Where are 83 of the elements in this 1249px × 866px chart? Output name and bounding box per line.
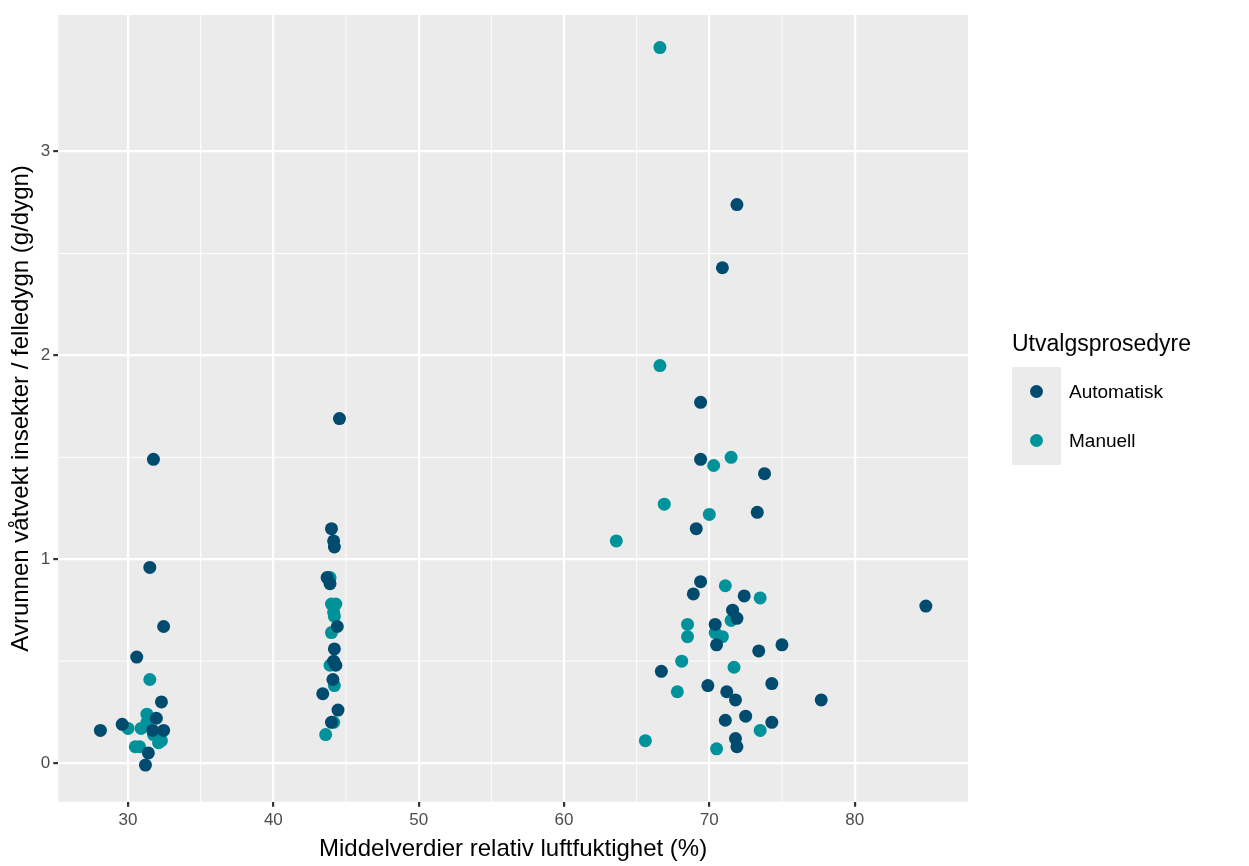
point: [775, 638, 789, 652]
point: [739, 709, 753, 723]
y-tick-label: 0: [40, 752, 51, 772]
point: [143, 560, 157, 574]
y-tick-label: 3: [40, 141, 51, 161]
point: [694, 575, 708, 589]
point: [157, 723, 171, 737]
point: [718, 713, 732, 727]
x-axis-title: Middelverdier relativ luftfuktighet (%): [319, 834, 708, 862]
point: [326, 673, 340, 686]
legend-title: Utvalgsprosedyre: [1012, 330, 1191, 357]
point: [319, 728, 333, 742]
point: [115, 717, 129, 731]
point: [753, 591, 767, 605]
point: [694, 395, 708, 409]
x-tick-label: 40: [263, 809, 283, 829]
point: [715, 261, 729, 275]
x-tick-label: 80: [845, 809, 865, 829]
point: [814, 693, 828, 707]
point: [681, 617, 695, 631]
point: [146, 452, 160, 466]
point: [724, 450, 738, 464]
point: [752, 644, 766, 658]
legend-label: Manuell: [1061, 416, 1148, 465]
point: [681, 630, 695, 644]
y-tick-label: 2: [40, 345, 51, 365]
point: [718, 579, 732, 593]
point: [653, 41, 667, 55]
point: [143, 673, 157, 686]
point: [138, 758, 152, 772]
point: [654, 664, 668, 678]
point: [670, 685, 684, 699]
point: [141, 746, 155, 760]
point: [323, 577, 337, 591]
point: [638, 734, 652, 748]
point: [149, 711, 163, 725]
point: [134, 721, 148, 735]
x-tick-label: 30: [118, 809, 138, 829]
legend-label: Automatisk: [1061, 367, 1175, 416]
point: [675, 654, 689, 668]
point: [93, 723, 107, 737]
point: [157, 620, 171, 633]
point: [657, 497, 671, 511]
y-tick-label: 1: [40, 548, 51, 568]
point: [701, 679, 715, 693]
point: [653, 359, 667, 373]
x-tick-label: 50: [409, 809, 429, 829]
point: [720, 685, 734, 699]
point: [707, 458, 721, 472]
x-tick-label: 70: [699, 809, 719, 829]
point: [750, 505, 764, 519]
point: [130, 650, 144, 664]
point: [327, 642, 341, 656]
point: [154, 695, 168, 709]
point: [730, 740, 744, 754]
point: [332, 412, 346, 426]
point: [919, 599, 933, 613]
point: [316, 687, 330, 701]
point: [689, 522, 703, 536]
point: [727, 660, 741, 674]
point: [710, 638, 724, 652]
point: [702, 507, 716, 521]
point: [331, 703, 345, 717]
point: [146, 723, 160, 737]
point: [753, 723, 767, 737]
y-axis-title: Avrunnen våtvekt insekter / felledygn (g/dygn): [6, 165, 34, 652]
point: [765, 677, 779, 691]
point: [758, 467, 772, 481]
point: [324, 522, 338, 536]
point: [765, 715, 779, 729]
point: [327, 540, 341, 554]
point: [609, 534, 623, 548]
point: [708, 617, 722, 631]
point: [730, 611, 744, 625]
point: [329, 658, 343, 672]
x-tick-label: 60: [554, 809, 574, 829]
point: [710, 742, 724, 756]
point: [694, 452, 708, 466]
point: [728, 693, 742, 707]
point: [330, 620, 344, 633]
point: [686, 587, 700, 601]
point: [737, 589, 751, 603]
point: [730, 198, 744, 212]
